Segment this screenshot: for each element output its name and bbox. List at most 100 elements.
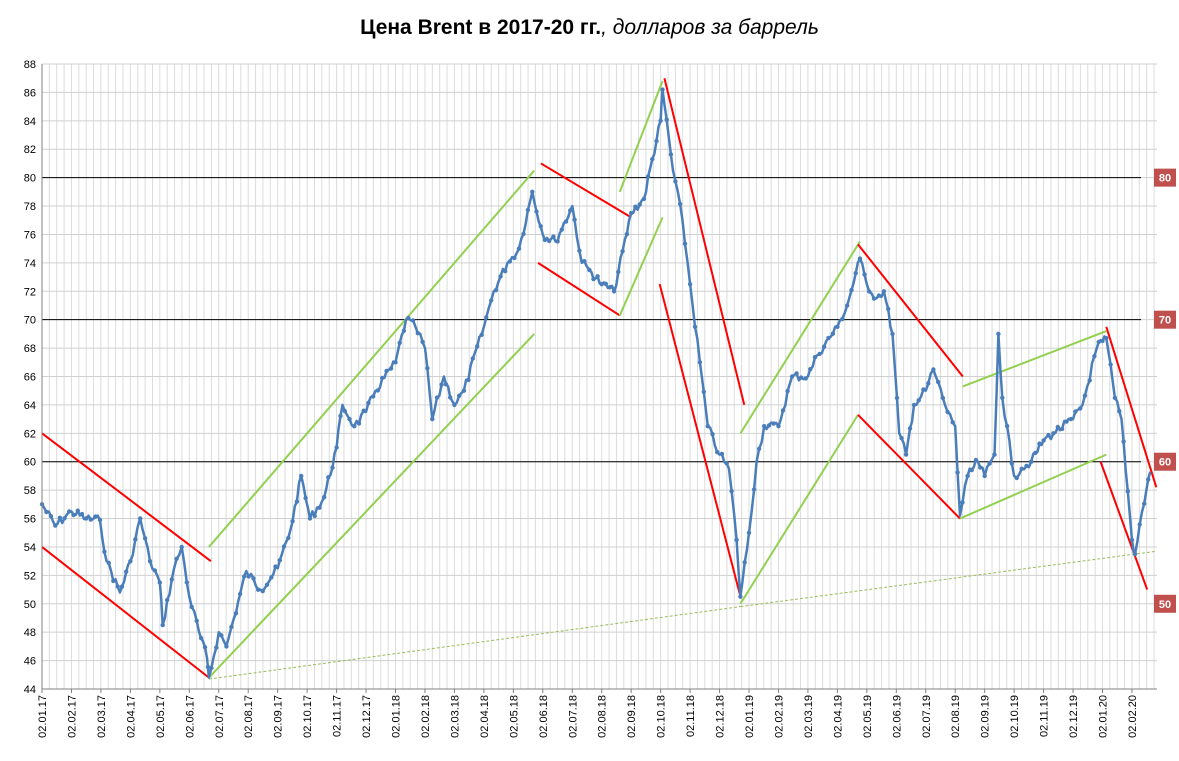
price-point — [439, 382, 444, 387]
price-point — [931, 367, 936, 372]
price-point — [742, 560, 747, 565]
price-point — [849, 287, 854, 293]
x-tick-label: 02.02.19 — [773, 695, 785, 738]
price-point — [668, 152, 674, 157]
price-point — [152, 568, 158, 573]
price-point — [165, 597, 170, 603]
x-tick-label: 02.09.18 — [626, 695, 638, 738]
price-point — [551, 234, 556, 239]
price-point — [766, 423, 772, 428]
price-point — [507, 259, 512, 264]
price-point — [992, 452, 997, 457]
chart-title-italic: , долларов за баррель — [601, 16, 819, 39]
price-point — [326, 475, 331, 480]
y-tick-label: 64 — [24, 400, 36, 412]
price-point — [1073, 409, 1078, 414]
price-point — [307, 516, 313, 521]
price-point — [246, 574, 251, 579]
y-tick-label: 58 — [24, 485, 36, 497]
y-tick-label: 46 — [24, 656, 36, 668]
y-tick-label: 80 — [24, 173, 36, 185]
x-tick-label: 02.03.18 — [449, 695, 461, 738]
price-point — [577, 248, 582, 253]
x-tick-label: 02.12.17 — [361, 695, 373, 738]
price-point — [1087, 378, 1092, 383]
price-point — [420, 339, 425, 345]
price-point — [214, 645, 219, 650]
x-tick-label: 02.09.19 — [980, 695, 992, 738]
trend-line-red — [540, 162, 632, 219]
price-point — [356, 421, 362, 426]
price-point — [734, 537, 739, 543]
price-point — [785, 388, 790, 394]
price-point — [443, 382, 449, 387]
price-point — [1068, 416, 1074, 422]
grid — [41, 63, 1157, 690]
price-point — [224, 644, 229, 649]
price-point — [812, 355, 818, 360]
x-tick-label: 02.11.19 — [1039, 695, 1051, 737]
price-point — [629, 210, 634, 216]
price-point — [62, 516, 67, 521]
x-tick-label: 02.08.18 — [597, 695, 609, 738]
price-point — [1051, 431, 1056, 436]
price-point — [384, 368, 389, 374]
x-tick-label: 02.01.20 — [1098, 695, 1110, 738]
price-point — [457, 393, 462, 398]
price-point — [277, 558, 282, 563]
x-tick-label: 02.08.17 — [243, 695, 255, 738]
price-point — [338, 413, 343, 419]
price-point — [645, 174, 651, 179]
price-point — [654, 138, 659, 144]
trend-line-green — [618, 80, 664, 193]
x-tick-label: 02.12.18 — [715, 695, 727, 738]
price-point — [290, 519, 295, 524]
price-point — [771, 421, 776, 426]
trend-line-red — [1105, 326, 1158, 488]
x-tick-label: 02.02.17 — [66, 695, 78, 738]
price-point — [591, 276, 596, 282]
price-point — [67, 509, 72, 514]
price-point — [484, 315, 489, 320]
price-point — [88, 517, 94, 522]
price-point — [911, 402, 917, 408]
x-tick-label: 02.05.17 — [155, 695, 167, 738]
price-point — [198, 635, 204, 641]
price-point — [102, 549, 107, 554]
price-point — [493, 288, 499, 293]
trend-line-green — [739, 414, 859, 605]
price-point — [987, 461, 992, 466]
price-point — [174, 556, 179, 561]
price-point — [461, 388, 467, 393]
price-point — [559, 227, 564, 232]
price-point — [233, 611, 239, 616]
trend-line-red — [857, 414, 961, 520]
reference-label-80: 80 — [1159, 173, 1171, 185]
price-point — [794, 371, 799, 376]
x-tick-label: 02.04.18 — [479, 695, 491, 738]
price-point — [1121, 439, 1126, 444]
price-point — [1092, 354, 1097, 359]
price-point — [899, 435, 904, 441]
price-point — [926, 381, 931, 386]
y-tick-label: 86 — [24, 87, 36, 99]
price-point — [434, 395, 440, 400]
x-tick-label: 02.05.19 — [862, 695, 874, 738]
price-point — [916, 398, 921, 403]
price-point — [624, 231, 630, 237]
price-point — [57, 515, 63, 520]
price-point — [853, 271, 858, 276]
price-point — [658, 118, 663, 124]
y-tick-label: 60 — [24, 457, 36, 469]
y-tick-label: 62 — [24, 428, 36, 440]
price-point — [955, 470, 960, 475]
price-point — [264, 582, 270, 587]
x-tick-label: 02.01.19 — [744, 695, 756, 738]
price-point — [862, 272, 867, 277]
price-point — [664, 117, 669, 122]
price-point — [876, 293, 882, 298]
price-point — [1009, 461, 1014, 466]
trend-line-red — [857, 243, 964, 378]
price-point — [157, 580, 162, 585]
price-point — [637, 202, 642, 207]
